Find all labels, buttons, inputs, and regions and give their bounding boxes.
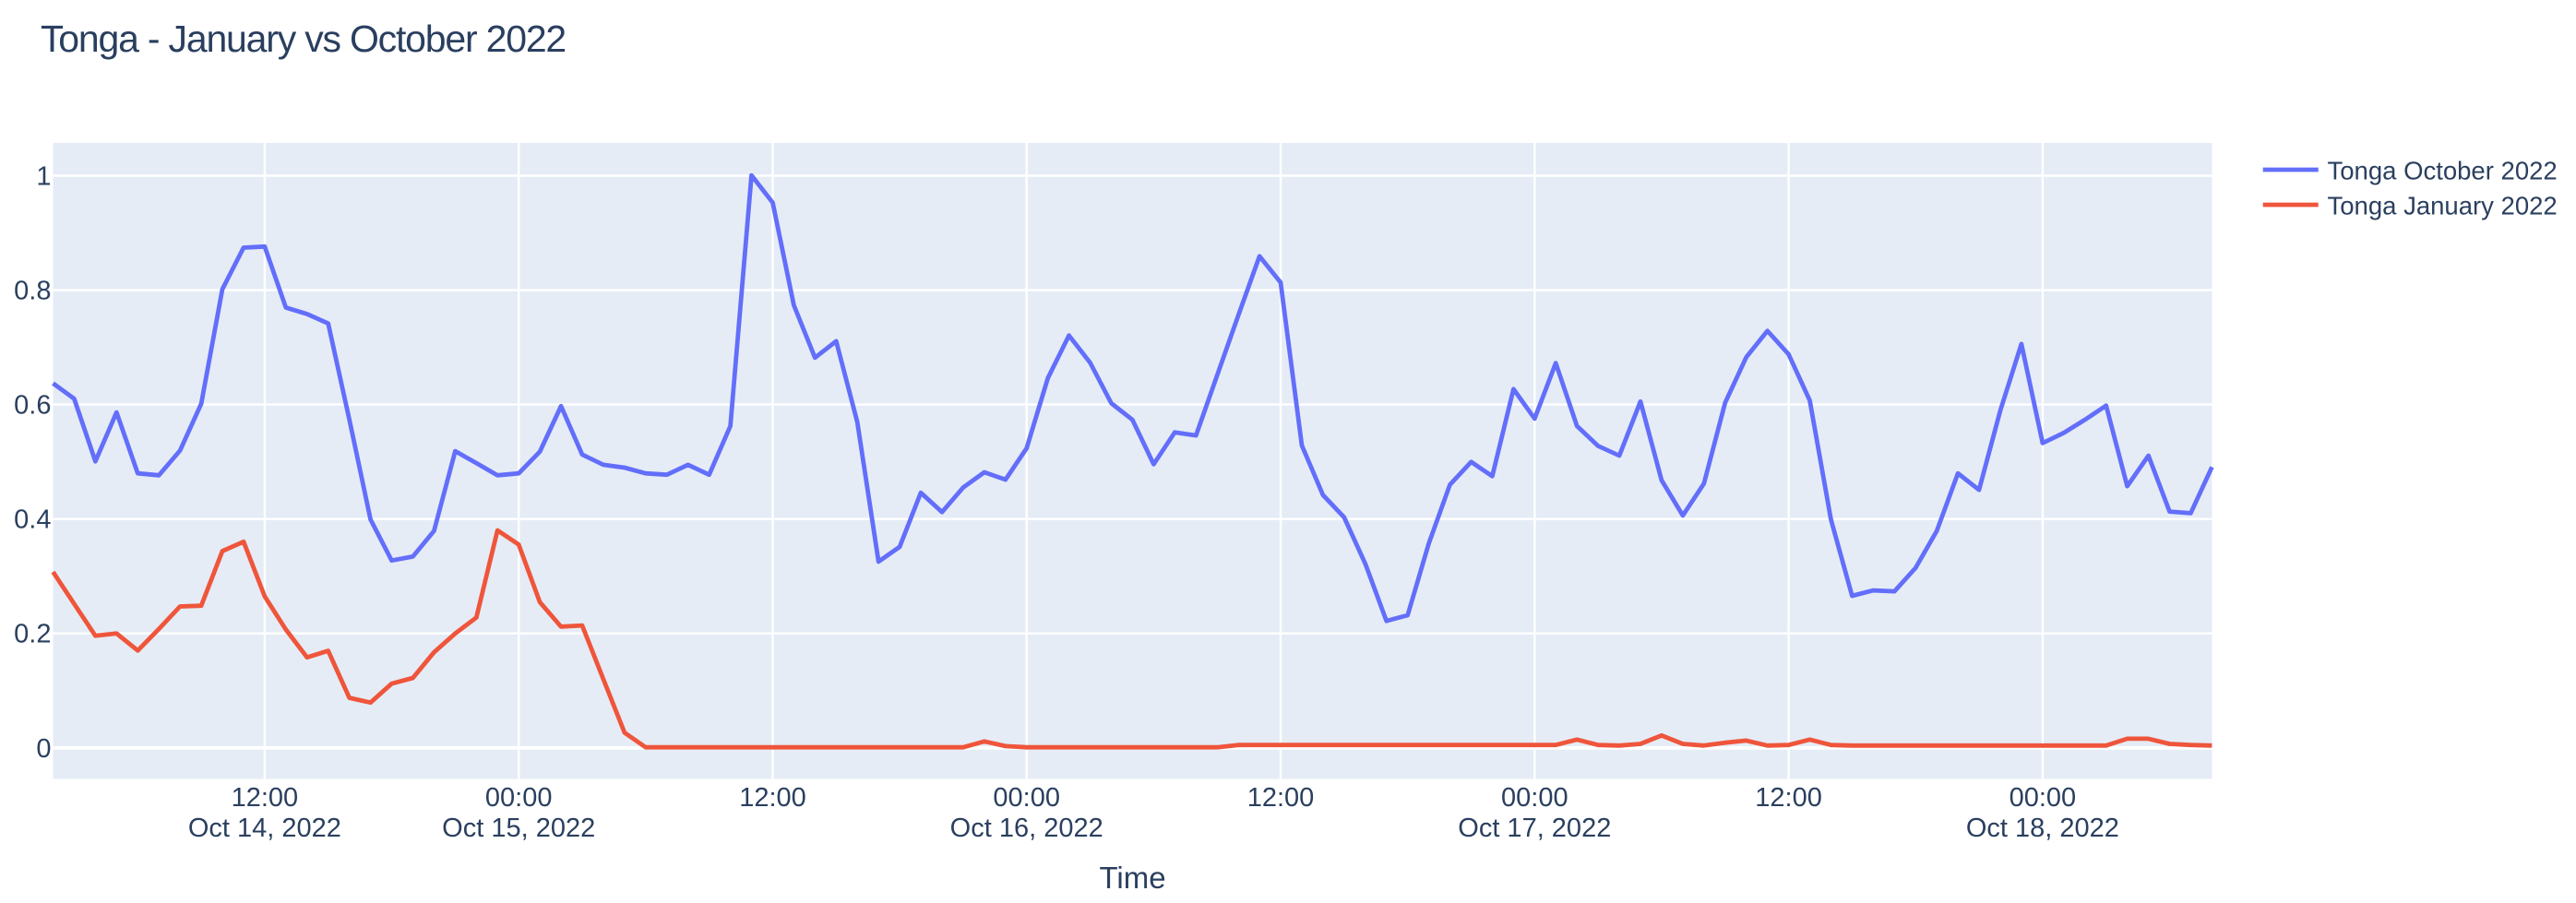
- svg-text:0.2: 0.2: [14, 620, 51, 649]
- svg-text:Oct 15, 2022: Oct 15, 2022: [442, 814, 595, 843]
- svg-text:Oct 18, 2022: Oct 18, 2022: [1966, 814, 2119, 843]
- svg-text:0.6: 0.6: [14, 391, 51, 421]
- svg-text:00:00: 00:00: [993, 783, 1060, 813]
- svg-text:1: 1: [36, 162, 51, 192]
- svg-text:12:00: 12:00: [1247, 783, 1315, 813]
- svg-text:12:00: 12:00: [1755, 783, 1822, 813]
- svg-text:0: 0: [36, 734, 51, 764]
- svg-text:Tonga January 2022: Tonga January 2022: [2328, 192, 2558, 220]
- svg-text:12:00: 12:00: [739, 783, 806, 813]
- svg-text:Oct 17, 2022: Oct 17, 2022: [1458, 814, 1611, 843]
- svg-text:0.8: 0.8: [14, 277, 51, 306]
- svg-text:Oct 16, 2022: Oct 16, 2022: [950, 814, 1103, 843]
- svg-text:Time: Time: [1099, 861, 1165, 895]
- svg-text:00:00: 00:00: [2010, 783, 2077, 813]
- svg-text:0.4: 0.4: [14, 505, 51, 535]
- svg-text:00:00: 00:00: [485, 783, 553, 813]
- svg-text:Tonga October 2022: Tonga October 2022: [2328, 157, 2558, 185]
- svg-text:Tonga - January vs October 202: Tonga - January vs October 2022: [41, 18, 566, 60]
- svg-text:Oct 14, 2022: Oct 14, 2022: [188, 814, 341, 843]
- svg-text:00:00: 00:00: [1501, 783, 1568, 813]
- svg-text:12:00: 12:00: [232, 783, 299, 813]
